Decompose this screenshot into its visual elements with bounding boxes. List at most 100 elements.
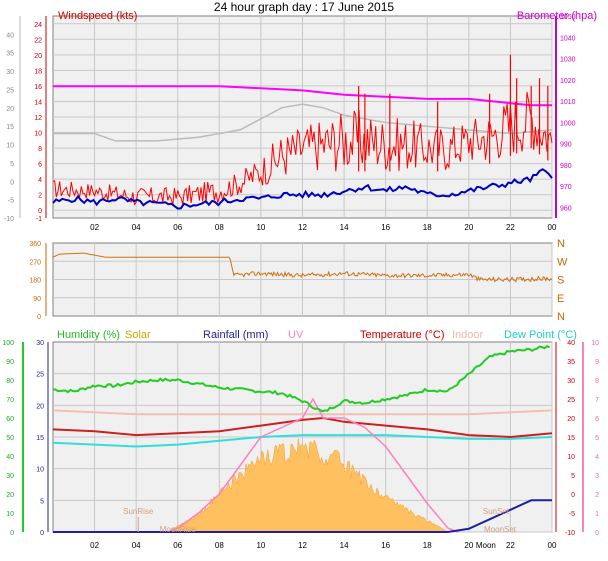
uv-tick: 7 [595,397,599,404]
weather-legend-0: Humidity (%) [57,329,120,341]
uv-tick: 8 [595,378,599,385]
windspeed-tick: 16 [34,84,42,91]
x-tick-label: 20 [464,223,473,232]
uv-tick: 5 [595,435,599,442]
x-tick-label-bottom: 22 [506,541,515,550]
humidity-tick: 40 [6,454,14,461]
direction-degree-tick: 270 [29,259,41,266]
direction-compass-tick: E [557,293,564,305]
rainfall-tick: 25 [36,372,44,379]
direction-compass-tick: W [557,256,568,268]
humidity-tick: 90 [6,359,14,366]
rainfall-tick: 15 [36,435,44,442]
windspeed-tick: 6 [38,162,42,169]
x-tick-label-bottom: 08 [215,541,224,550]
uv-tick: 3 [595,473,599,480]
uv-tick: 1 [595,511,599,518]
weather-legend-2: Rainfall (mm) [203,329,268,341]
direction-degree-tick: 360 [29,241,41,248]
uv-tick: 10 [591,340,599,347]
temperature-tick: 10 [567,454,575,461]
x-tick-label: 16 [381,223,390,232]
uv-tick: 9 [595,359,599,366]
temperature-tick: 35 [567,359,575,366]
humidity-tick: 70 [6,397,14,404]
windspeed-tick: 2 [38,193,42,200]
barometer-tick: 1040 [560,35,576,42]
temperature-tick: 30 [567,378,575,385]
humidity-line [53,345,550,413]
weather-legend-4: Temperature (°C) [360,329,444,341]
windspeed-tick: 4 [38,177,42,184]
x-tick-label-bottom: 12 [298,541,307,550]
humidity-tick: 20 [6,492,14,499]
uv-line [167,397,459,533]
temperature-trace-line [53,103,553,142]
rainfall-line [53,499,552,533]
humidity-tick: 0 [10,530,14,537]
windspeed-tick: 8 [38,146,42,153]
uv-tick: 0 [595,530,599,537]
x-tick-label-bottom: 04 [132,541,141,550]
temperature-tick: 0 [571,492,575,499]
temperature-tick: -5 [569,511,575,518]
weather-legend-5: Indoor [452,329,484,341]
humidity-tick: 30 [6,473,14,480]
wind-leftmost-tick: 35 [6,51,14,58]
x-tick-label: 10 [256,223,265,232]
wind-direction-line [52,252,553,283]
x-tick-label-bottom: 14 [340,541,349,550]
barometer-tick: 1020 [560,78,576,85]
average-wind-line [52,168,553,210]
weather-legend-3: UV [288,329,304,341]
x-tick-label-bottom: 06 [173,541,182,550]
humidity-tick: 10 [6,511,14,518]
rainfall-tick: 30 [36,340,44,347]
humidity-tick: 100 [2,340,14,347]
windspeed-tick: -1 [36,216,42,223]
direction-compass-tick: N [557,238,565,250]
wind-leftmost-tick: 10 [6,143,14,150]
humidity-tick: 50 [6,435,14,442]
barometer-tick: 1000 [560,120,576,127]
barometer-tick: 1050 [560,14,576,21]
direction-compass-tick: S [557,275,564,287]
dew-point-line [52,434,553,448]
barometer-tick: 960 [560,205,572,212]
moon-label: Moon [476,541,496,550]
x-tick-label-bottom: 10 [256,541,265,550]
moonset-marker: MoonSet [484,525,517,534]
rainfall-tick: 0 [40,530,44,537]
temperature-tick: 20 [567,416,575,423]
x-tick-label-bottom: 00 [548,541,557,550]
x-tick-label-bottom: 20 [464,541,473,550]
sunset-marker: SunSet [483,507,510,516]
wind-leftmost-tick: 20 [6,106,14,113]
x-tick-label: 06 [173,223,182,232]
wind-leftmost-tick: 15 [6,124,14,131]
x-tick-label: 08 [215,223,224,232]
indoor-temperature-line [52,409,553,416]
rainfall-tick: 5 [40,498,44,505]
temperature-tick: 40 [567,340,575,347]
direction-degree-tick: 180 [29,278,41,285]
x-tick-label-bottom: 16 [381,541,390,550]
uv-tick: 2 [595,492,599,499]
windspeed-tick: 14 [34,99,42,106]
temperature-tick: 5 [571,473,575,480]
windspeed-tick: 20 [34,53,42,60]
temperature-tick: 15 [567,435,575,442]
x-tick-label-bottom: 18 [423,541,432,550]
rainfall-tick: 10 [36,467,44,474]
x-tick-label: 18 [423,223,432,232]
windspeed-tick: 0 [38,208,42,215]
moonrise-marker: MoonRise [160,525,197,534]
uv-tick: 6 [595,416,599,423]
weather-legend-1: Solar [125,329,151,341]
x-tick-label: 22 [506,223,515,232]
wind-leftmost-tick: 30 [6,69,14,76]
barometer-tick: 1010 [560,99,576,106]
windspeed-tick: 18 [34,68,42,75]
page-title: 24 hour graph day : 17 June 2015 [213,0,395,14]
